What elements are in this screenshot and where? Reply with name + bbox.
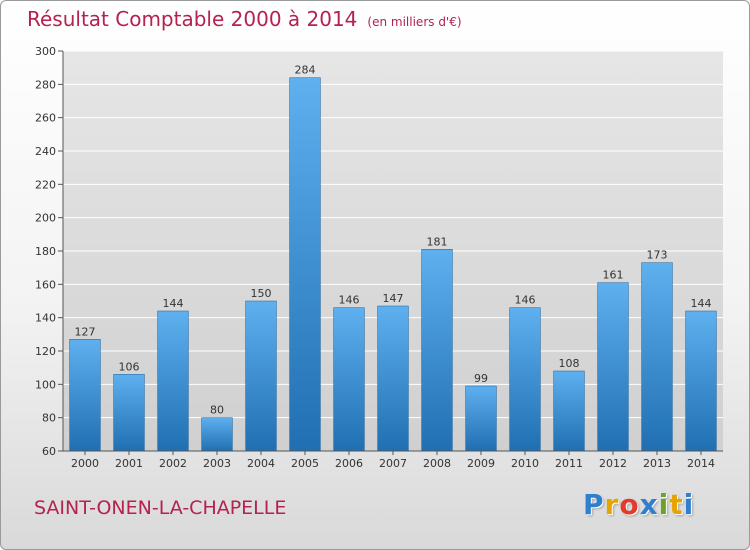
value-label-2010: 146 xyxy=(515,294,536,307)
bar-2004 xyxy=(245,300,277,452)
y-tick-label: 80 xyxy=(42,412,56,425)
y-tick-label: 180 xyxy=(35,245,56,258)
x-tick-label-2009: 2009 xyxy=(467,457,495,470)
bar-2006 xyxy=(333,307,365,452)
value-label-2013: 173 xyxy=(647,249,668,262)
x-tick-label-2003: 2003 xyxy=(203,457,231,470)
value-label-2000: 127 xyxy=(75,325,96,338)
logo-letter: i xyxy=(658,488,670,521)
x-tick-label-2002: 2002 xyxy=(159,457,187,470)
x-tick-label-2007: 2007 xyxy=(379,457,407,470)
y-tick-label: 120 xyxy=(35,345,56,358)
value-label-2008: 181 xyxy=(427,235,448,248)
bar-2003 xyxy=(201,417,233,452)
bar-2013 xyxy=(641,262,673,452)
bar-2002 xyxy=(157,310,189,452)
y-tick-label: 140 xyxy=(35,312,56,325)
logo-letter: i xyxy=(683,488,695,521)
logo-letter: P xyxy=(583,488,605,521)
x-tick-label-2004: 2004 xyxy=(247,457,275,470)
y-tick-label: 160 xyxy=(35,278,56,291)
bar-2001 xyxy=(113,374,145,452)
logo-letter: r xyxy=(604,488,620,521)
logo-letter: x xyxy=(639,488,659,521)
bar-2005 xyxy=(289,77,321,452)
x-tick-label-2013: 2013 xyxy=(643,457,671,470)
value-label-2011: 108 xyxy=(559,357,580,370)
value-label-2007: 147 xyxy=(383,292,404,305)
y-tick-label: 220 xyxy=(35,178,56,191)
chart-title: Résultat Comptable 2000 à 2014 (en millie… xyxy=(27,7,462,31)
x-tick-label-2008: 2008 xyxy=(423,457,451,470)
value-label-2012: 161 xyxy=(603,269,624,282)
bar-2007 xyxy=(377,305,409,452)
x-tick-label-2014: 2014 xyxy=(687,457,715,470)
x-tick-label-2005: 2005 xyxy=(291,457,319,470)
commune-name: SAINT-ONEN-LA-CHAPELLE xyxy=(34,497,287,519)
value-label-2006: 146 xyxy=(339,294,360,307)
y-tick-label: 100 xyxy=(35,378,56,391)
y-tick-label: 60 xyxy=(42,445,56,458)
y-tick-label: 240 xyxy=(35,145,56,158)
value-label-2002: 144 xyxy=(163,297,184,310)
value-label-2003: 80 xyxy=(210,404,224,417)
value-label-2004: 150 xyxy=(251,287,272,300)
bar-2014 xyxy=(685,310,717,452)
bars xyxy=(69,77,717,452)
x-tick-label-2012: 2012 xyxy=(599,457,627,470)
x-tick-label-2006: 2006 xyxy=(335,457,363,470)
labels: 60 80 100 120 140 160 180 200 220 240 260 280 300 127… xyxy=(35,45,715,470)
proxiti-logo: Proxiti xyxy=(583,488,694,521)
y-tick-label: 280 xyxy=(35,78,56,91)
bar-2011 xyxy=(553,370,585,452)
chart-subtitle: (en milliers d'€) xyxy=(367,15,462,29)
x-tick-label-2000: 2000 xyxy=(71,457,99,470)
bar-2010 xyxy=(509,307,541,452)
value-label-2009: 99 xyxy=(474,372,488,385)
value-label-2005: 284 xyxy=(295,64,316,77)
y-tick-label: 260 xyxy=(35,112,56,125)
logo-letter: o xyxy=(619,488,640,521)
x-tick-label-2011: 2011 xyxy=(555,457,583,470)
axes xyxy=(58,50,723,455)
value-label-2014: 144 xyxy=(691,297,712,310)
y-tick-label: 200 xyxy=(35,212,56,225)
bar-2000 xyxy=(69,339,101,452)
bar-2008 xyxy=(421,249,453,452)
x-tick-label-2010: 2010 xyxy=(511,457,539,470)
bar-2009 xyxy=(465,385,497,452)
bar-2012 xyxy=(597,282,629,452)
value-label-2001: 106 xyxy=(119,360,140,373)
logo-letter: t xyxy=(669,488,684,521)
chart-title-text: Résultat Comptable 2000 à 2014 xyxy=(27,7,358,31)
y-tick-label: 300 xyxy=(35,45,56,58)
x-tick-label-2001: 2001 xyxy=(115,457,143,470)
